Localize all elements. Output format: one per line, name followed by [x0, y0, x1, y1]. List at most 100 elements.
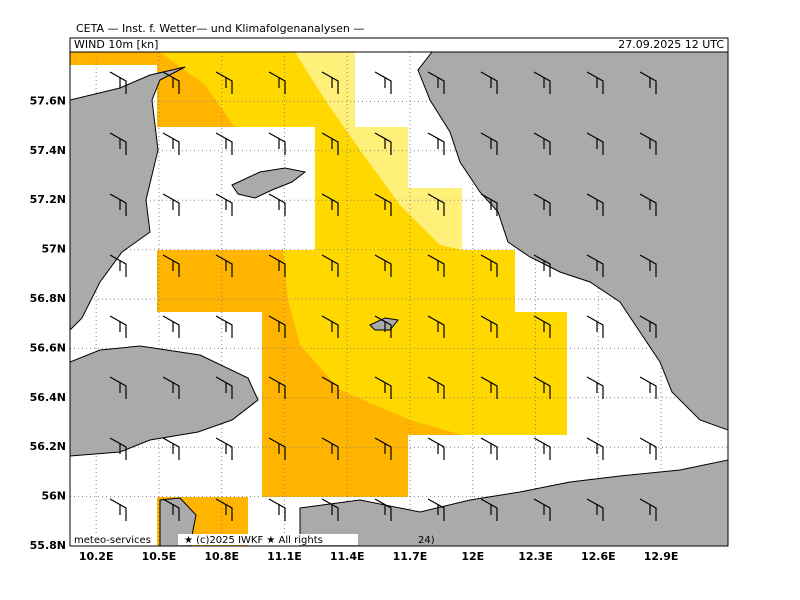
wind-barb	[215, 437, 233, 460]
footer-copyright: ★ (c)2025 IWKF ★ All rights	[184, 535, 323, 546]
land-jutland	[70, 66, 186, 331]
wind-barb	[268, 376, 286, 399]
wind-barb	[109, 193, 127, 216]
footer-box	[178, 534, 358, 545]
wind-barb	[109, 315, 127, 338]
wind-barb	[480, 254, 498, 277]
wind-barb	[533, 132, 551, 155]
wind-barb	[321, 437, 339, 460]
wind-barb	[480, 376, 498, 399]
lon-label: 12.9E	[644, 550, 679, 563]
wind-barb	[162, 71, 180, 94]
wind-barb	[321, 132, 339, 155]
wind-barb	[374, 71, 392, 94]
wind-barb	[215, 315, 233, 338]
wind-barb	[639, 71, 657, 94]
lon-label: 10.8E	[204, 550, 239, 563]
lon-label: 11.1E	[267, 550, 302, 563]
wind-barb	[215, 498, 233, 521]
wind-barb	[162, 315, 180, 338]
map-area	[70, 52, 728, 546]
land-fyn-west	[70, 345, 259, 457]
wind-barb	[374, 315, 392, 338]
wind-barb	[639, 193, 657, 216]
wind-barb	[268, 498, 286, 521]
lat-label: 56.2N	[30, 440, 66, 453]
wind-barb	[639, 498, 657, 521]
wind-barb	[427, 254, 445, 277]
lat-label: 56N	[41, 490, 66, 503]
wind-barb	[427, 71, 445, 94]
wind-barb	[427, 437, 445, 460]
wind-barb	[268, 254, 286, 277]
wind-barb	[480, 315, 498, 338]
lon-label: 12E	[461, 550, 484, 563]
wind-barb	[480, 193, 498, 216]
wind-barb	[374, 498, 392, 521]
footer-source: meteo-services	[74, 535, 151, 546]
lon-label: 12.6E	[581, 550, 616, 563]
lon-label: 11.4E	[330, 550, 365, 563]
wind-barb	[109, 437, 127, 460]
wind-barb	[215, 254, 233, 277]
wind-barb	[427, 132, 445, 155]
wind-barb	[109, 254, 127, 277]
wind-barb	[533, 71, 551, 94]
land-anholt	[231, 167, 307, 199]
wind-barb	[374, 437, 392, 460]
wind-barb	[321, 71, 339, 94]
wind-barb	[533, 315, 551, 338]
wind-shade-orange	[70, 52, 235, 127]
wind-barb	[215, 376, 233, 399]
land-zealand	[299, 459, 728, 546]
lat-label: 55.8N	[30, 539, 66, 552]
wind-barb	[215, 71, 233, 94]
wind-barb	[586, 376, 604, 399]
valid-time: 27.09.2025 12 UTC	[618, 38, 724, 51]
lat-label: 56.4N	[30, 391, 66, 404]
wind-barb	[321, 193, 339, 216]
wind-barb	[162, 193, 180, 216]
wind-barb	[162, 437, 180, 460]
wind-barb	[268, 437, 286, 460]
wind-barb	[427, 193, 445, 216]
wind-barb	[162, 132, 180, 155]
wind-barb	[586, 71, 604, 94]
lat-label: 56.6N	[30, 341, 66, 354]
wind-shade-orange	[157, 250, 462, 497]
wind-barb	[268, 132, 286, 155]
wind-barb	[427, 376, 445, 399]
wind-barb	[109, 376, 127, 399]
wind-barb	[586, 498, 604, 521]
wind-barb	[109, 132, 127, 155]
wind-barb	[533, 437, 551, 460]
wind-barb	[427, 498, 445, 521]
wind-barb	[533, 376, 551, 399]
wind-barb	[480, 132, 498, 155]
wind-barb	[480, 437, 498, 460]
wind-barb	[480, 498, 498, 521]
wind-barb	[639, 315, 657, 338]
wind-barb	[268, 193, 286, 216]
lon-label: 10.5E	[142, 550, 177, 563]
wind-barb	[427, 315, 445, 338]
wind-barbs	[109, 71, 657, 521]
wind-barb	[162, 254, 180, 277]
lat-label: 57.4N	[30, 144, 66, 157]
footer-box	[72, 534, 152, 545]
wind-barb	[639, 132, 657, 155]
wind-barb	[586, 132, 604, 155]
lon-label: 11.7E	[393, 550, 428, 563]
wind-barb	[321, 498, 339, 521]
wind-barb	[480, 71, 498, 94]
wind-barb	[639, 437, 657, 460]
wind-barb	[268, 315, 286, 338]
lon-label: 10.2E	[79, 550, 114, 563]
wind-barb	[586, 315, 604, 338]
lat-label: 57.6N	[30, 94, 66, 107]
wind-barb	[215, 193, 233, 216]
lat-label: 57.2N	[30, 193, 66, 206]
wind-barb	[586, 193, 604, 216]
wind-barb	[586, 437, 604, 460]
wind-barb	[533, 254, 551, 277]
